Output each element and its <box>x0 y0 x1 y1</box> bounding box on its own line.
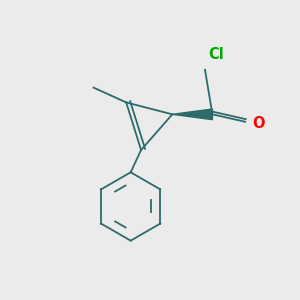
Text: O: O <box>253 116 265 131</box>
Polygon shape <box>172 109 212 120</box>
Text: Cl: Cl <box>208 47 224 62</box>
